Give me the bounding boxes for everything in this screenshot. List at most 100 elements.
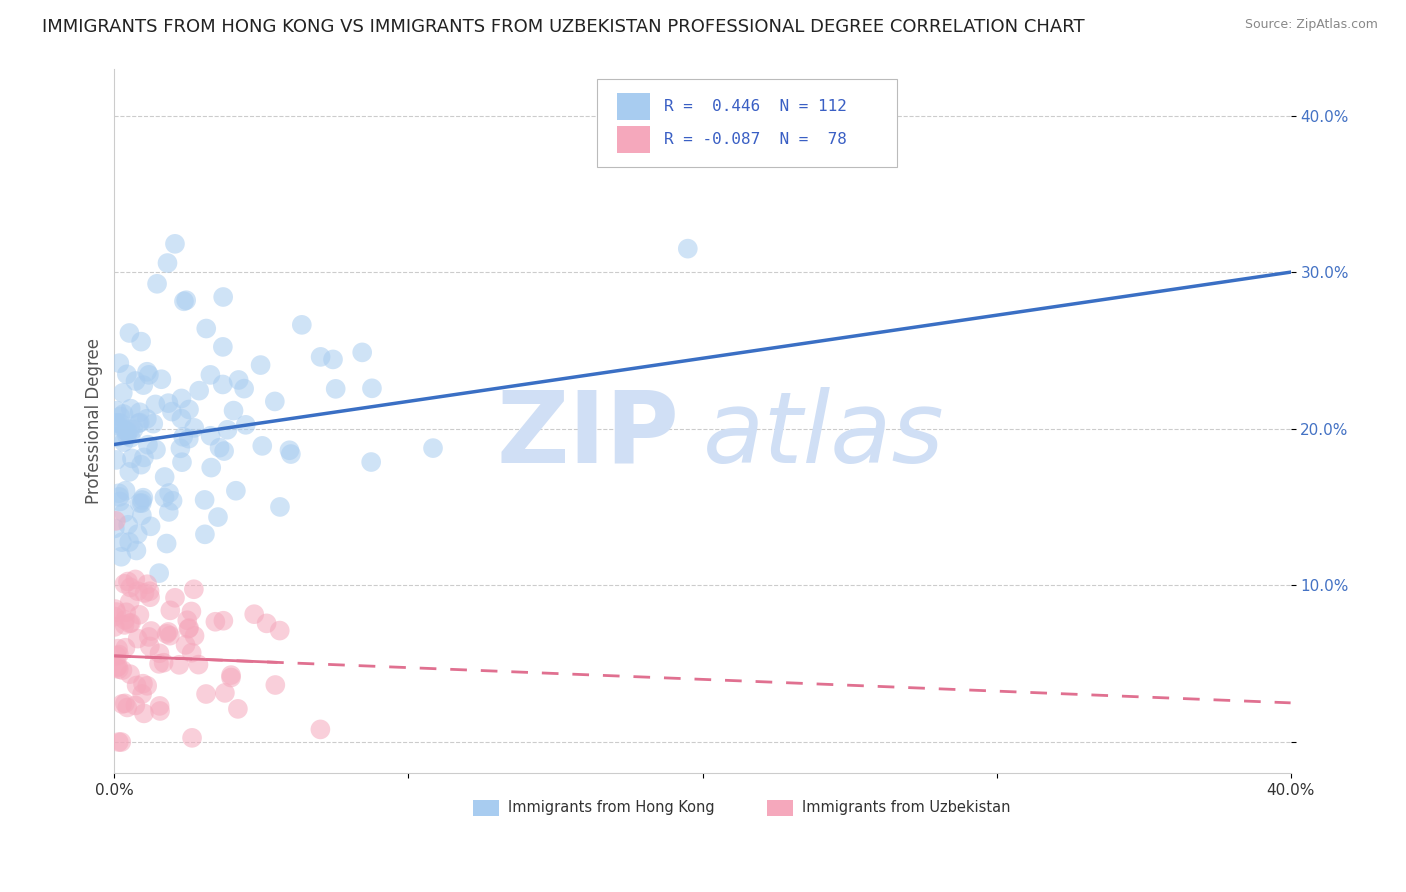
Text: Source: ZipAtlas.com: Source: ZipAtlas.com	[1244, 18, 1378, 31]
Point	[148, 657, 170, 671]
Point	[128, 405, 150, 419]
Point	[135, 411, 157, 425]
Point	[127, 584, 149, 599]
Point	[107, 418, 129, 433]
Point	[104, 514, 127, 528]
Point	[131, 496, 153, 510]
Point	[249, 358, 271, 372]
Point	[107, 735, 129, 749]
Point	[217, 423, 239, 437]
Point	[212, 444, 235, 458]
Point	[157, 505, 180, 519]
Point	[148, 566, 170, 581]
Point	[145, 442, 167, 457]
Point	[115, 368, 138, 382]
Point	[112, 506, 135, 520]
Point	[177, 402, 200, 417]
Point	[128, 416, 150, 430]
Point	[152, 656, 174, 670]
Point	[173, 294, 195, 309]
Point	[188, 384, 211, 398]
Point	[115, 605, 138, 619]
Point	[104, 602, 127, 616]
Point	[118, 595, 141, 609]
Point	[352, 345, 374, 359]
Text: R =  0.446  N = 112: R = 0.446 N = 112	[664, 99, 846, 114]
Point	[111, 385, 134, 400]
Point	[183, 629, 205, 643]
Point	[159, 603, 181, 617]
Point	[134, 586, 156, 600]
Point	[120, 401, 142, 416]
Point	[212, 290, 235, 304]
Point	[194, 492, 217, 507]
Point	[105, 453, 128, 467]
Point	[172, 430, 194, 444]
Point	[120, 615, 142, 630]
Point	[278, 443, 301, 458]
Point	[121, 451, 143, 466]
Point	[112, 435, 135, 450]
Point	[180, 605, 202, 619]
Point	[111, 663, 134, 677]
Point	[105, 648, 128, 663]
Point	[183, 421, 205, 435]
Point	[200, 368, 222, 382]
Point	[264, 678, 287, 692]
Point	[212, 340, 235, 354]
Point	[138, 584, 160, 599]
Point	[108, 486, 131, 500]
Text: R = -0.087  N =  78: R = -0.087 N = 78	[664, 132, 846, 147]
Text: atlas: atlas	[703, 386, 945, 483]
Point	[125, 678, 148, 692]
Point	[200, 429, 222, 443]
Point	[105, 605, 128, 619]
Point	[114, 618, 136, 632]
FancyBboxPatch shape	[474, 800, 499, 815]
Point	[128, 416, 150, 430]
Point	[111, 535, 134, 549]
Point	[157, 486, 180, 500]
Point	[150, 372, 173, 386]
Point	[422, 441, 444, 455]
Point	[124, 698, 146, 713]
Point	[141, 624, 163, 638]
Point	[194, 527, 217, 541]
Point	[132, 676, 155, 690]
Point	[280, 447, 302, 461]
Point	[170, 392, 193, 406]
Point	[170, 411, 193, 425]
Point	[163, 236, 186, 251]
Point	[104, 521, 127, 535]
Point	[117, 700, 139, 714]
Point	[117, 425, 139, 439]
Point	[129, 458, 152, 472]
Point	[115, 429, 138, 443]
Point	[114, 424, 136, 438]
Point	[252, 439, 274, 453]
Point	[269, 500, 291, 514]
Point	[360, 455, 382, 469]
Point	[142, 417, 165, 431]
Point	[157, 624, 180, 639]
Point	[128, 496, 150, 510]
Point	[139, 640, 162, 654]
Point	[291, 318, 314, 332]
Point	[112, 407, 135, 421]
Point	[107, 641, 129, 656]
Point	[149, 704, 172, 718]
Point	[256, 616, 278, 631]
Point	[148, 646, 170, 660]
Point	[110, 735, 132, 749]
Point	[183, 582, 205, 597]
Point	[138, 368, 160, 382]
Point	[219, 668, 242, 682]
FancyBboxPatch shape	[617, 93, 650, 120]
Point	[211, 377, 233, 392]
Point	[105, 430, 128, 444]
Point	[108, 494, 131, 508]
Point	[138, 630, 160, 644]
Point	[136, 365, 159, 379]
Point	[226, 702, 249, 716]
Point	[111, 697, 134, 711]
